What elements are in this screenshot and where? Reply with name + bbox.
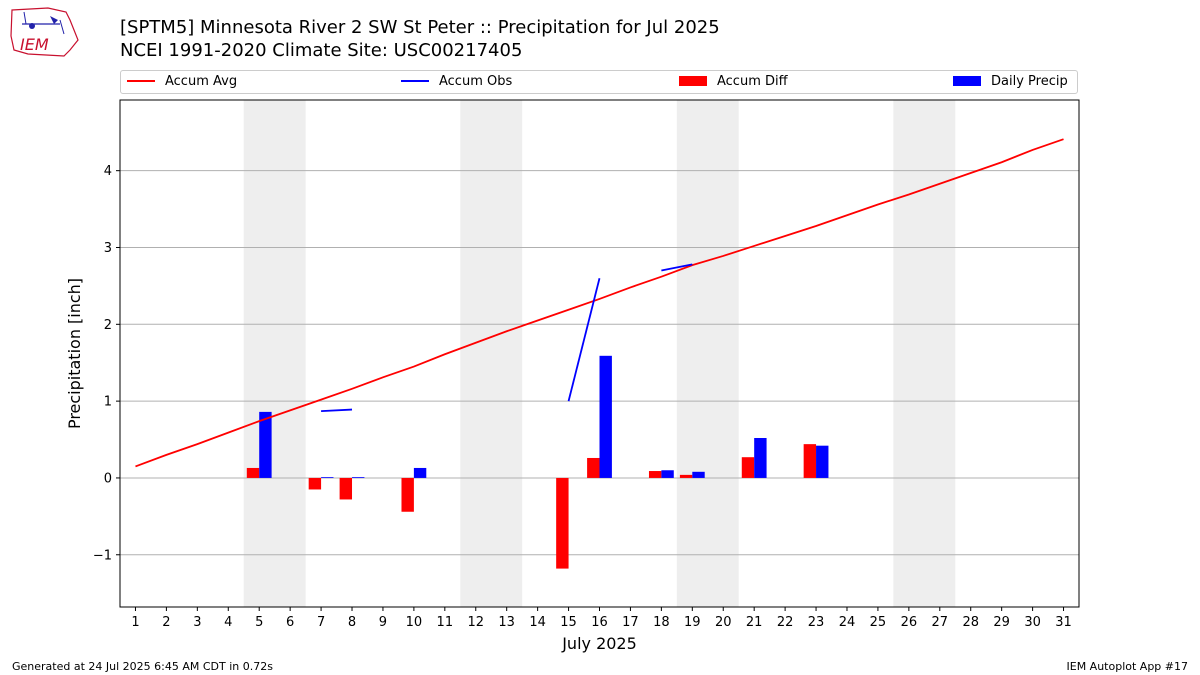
accum-diff-bar: [587, 457, 600, 478]
tick-label-x: 8: [348, 615, 356, 630]
accum-diff-bar: [401, 477, 414, 512]
tick-label-x: 22: [777, 615, 794, 630]
legend-label-accum-obs: Accum Obs: [439, 74, 513, 89]
accum-diff-bar: [246, 467, 260, 478]
legend-swatch-accum-diff: [679, 75, 707, 86]
tick-label-x: 17: [622, 615, 639, 630]
daily-precip-bar: [352, 477, 365, 478]
daily-precip-bar: [692, 471, 705, 478]
tick-label-x: 5: [255, 615, 263, 630]
legend-label-accum-avg: Accum Avg: [165, 74, 238, 89]
tick-label-x: 4: [224, 615, 232, 630]
accum-diff-bar: [648, 471, 662, 478]
legend-item-accum-diff: Accum Diff: [679, 74, 788, 90]
accum-diff-bar: [308, 477, 322, 490]
legend-swatch-daily-precip: [953, 75, 981, 86]
tick-label-y: 2: [104, 318, 112, 333]
daily-precip-bar: [259, 411, 272, 478]
tick-label-x: 9: [379, 615, 387, 630]
legend-label-accum-diff: Accum Diff: [717, 74, 788, 89]
footer-generated: Generated at 24 Jul 2025 6:45 AM CDT in …: [12, 660, 273, 673]
y-axis-label: Precipitation [inch]: [65, 278, 84, 429]
accum-obs-line-2: [661, 263, 693, 272]
accum-diff-bar: [741, 457, 755, 478]
tick-label-x: 20: [715, 615, 732, 630]
tick-label-x: 12: [467, 615, 484, 630]
daily-precip-bar: [599, 355, 612, 478]
daily-precip-bar: [413, 467, 427, 478]
tick-label-x: 10: [406, 615, 423, 630]
tick-label-x: 6: [286, 615, 294, 630]
legend: Accum Avg Accum Obs Accum Diff Daily Pre…: [120, 70, 1078, 94]
iem-logo: IEM: [10, 7, 79, 57]
accum-avg-line: [135, 138, 1064, 468]
weekend-band-2: [676, 100, 739, 607]
accum-diff-bar: [679, 474, 693, 478]
tick-label-y: 1: [104, 395, 112, 410]
tick-label-x: 19: [684, 615, 701, 630]
tick-label-y: 4: [104, 164, 112, 179]
weekend-band-1: [460, 100, 523, 607]
accum-diff-bar: [556, 477, 569, 569]
tick-label-x: 11: [437, 615, 454, 630]
weekend-band-3: [893, 100, 956, 607]
daily-precip-bar: [321, 477, 334, 478]
daily-precip-bar: [754, 438, 767, 478]
accum-obs-line-0: [321, 408, 353, 413]
accum-diff-bar: [803, 444, 817, 478]
tick-label-x: 16: [591, 615, 608, 630]
tick-label-x: 31: [1055, 615, 1072, 630]
tick-label-x: 7: [317, 615, 325, 630]
tick-label-x: 21: [746, 615, 763, 630]
x-axis-label: July 2025: [561, 634, 637, 653]
daily-precip-bar: [816, 445, 829, 478]
tick-label-x: 3: [193, 615, 201, 630]
tick-label-x: 24: [839, 615, 856, 630]
chart-title: [SPTM5] Minnesota River 2 SW St Peter ::…: [120, 17, 720, 38]
tick-label-x: 25: [870, 615, 887, 630]
tick-label-x: 1: [131, 615, 139, 630]
tick-label-x: 29: [993, 615, 1010, 630]
tick-label-x: 14: [529, 615, 546, 630]
tick-label-y: 3: [104, 241, 112, 256]
tick-label-y: 0: [104, 471, 112, 486]
tick-label-x: 26: [901, 615, 918, 630]
tick-label-x: 18: [653, 615, 670, 630]
legend-swatch-accum-obs: [401, 79, 429, 82]
legend-swatch-accum-avg: [127, 79, 155, 82]
logo-text: IEM: [20, 35, 49, 54]
tick-label-x: 15: [560, 615, 577, 630]
chart-subtitle: NCEI 1991-2020 Climate Site: USC00217405: [120, 40, 523, 61]
legend-item-accum-obs: Accum Obs: [401, 74, 512, 90]
legend-label-daily-precip: Daily Precip: [991, 74, 1068, 89]
tick-label-y: −1: [93, 548, 112, 563]
accum-obs-line-1: [567, 277, 601, 402]
weekend-band-0: [243, 100, 306, 607]
tick-label-x: 27: [932, 615, 949, 630]
daily-precip-bar: [661, 470, 674, 478]
legend-item-accum-avg: Accum Avg: [127, 74, 237, 90]
tick-label-x: 23: [808, 615, 825, 630]
legend-item-daily-precip: Daily Precip: [953, 74, 1068, 90]
tick-label-x: 2: [162, 615, 170, 630]
accum-diff-bar: [339, 477, 353, 500]
tick-label-x: 28: [962, 615, 979, 630]
footer-app: IEM Autoplot App #17: [1066, 660, 1189, 673]
tick-label-x: 13: [498, 615, 515, 630]
tick-label-x: 30: [1024, 615, 1041, 630]
plot-frame: [119, 99, 1080, 608]
